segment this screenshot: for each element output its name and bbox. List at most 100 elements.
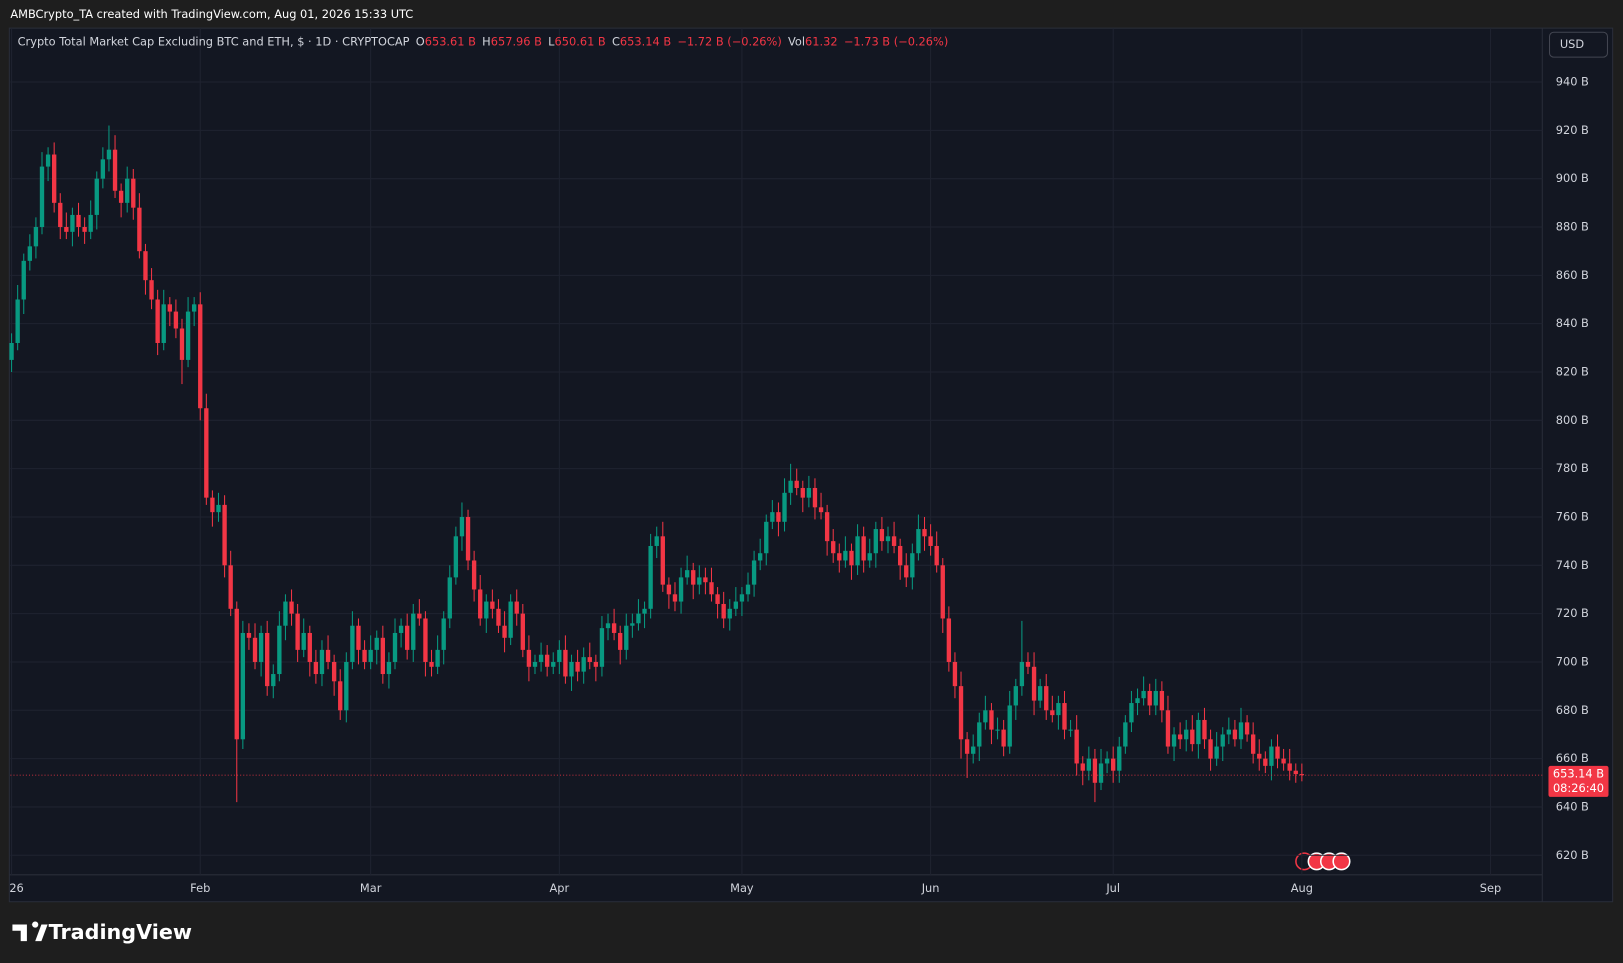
candle-body <box>179 328 185 360</box>
candle-body <box>770 512 775 522</box>
candle-body <box>252 637 258 662</box>
candle-body <box>1250 734 1256 754</box>
candle-body <box>1019 661 1025 687</box>
candle-body <box>411 613 416 650</box>
candle-body <box>678 577 684 602</box>
candle-body <box>648 545 653 609</box>
candle-body <box>1050 710 1055 716</box>
candle-body <box>447 577 452 619</box>
candle-body <box>319 649 325 675</box>
candle-body <box>697 577 702 585</box>
candle-body <box>465 516 471 561</box>
candle-body <box>1159 690 1165 711</box>
candle-body <box>916 529 921 554</box>
candle-body <box>745 584 751 595</box>
candle-body <box>1257 753 1262 759</box>
candle-body <box>295 613 300 650</box>
candle-body <box>934 545 939 566</box>
candle-body <box>131 178 136 208</box>
candle-body <box>849 550 854 566</box>
candle-body <box>15 299 20 343</box>
candle-body <box>374 637 379 650</box>
candle-body <box>532 661 538 667</box>
candle-body <box>758 553 763 561</box>
grid <box>10 28 1543 875</box>
candle-body <box>1275 746 1280 759</box>
countdown-label: 08:26:40 <box>1553 781 1604 795</box>
candle-body <box>344 661 349 711</box>
candle-body <box>605 623 611 629</box>
candle-body <box>733 601 739 609</box>
candle-body <box>891 536 897 546</box>
x-tick-label: May <box>730 881 754 895</box>
x-tick-label: Feb <box>190 881 210 895</box>
candle-body <box>380 637 386 675</box>
y-tick-label: 880 B <box>1556 220 1589 234</box>
candle-body <box>642 608 647 614</box>
candle-body <box>246 632 252 638</box>
candle-body <box>289 601 294 614</box>
candle-body <box>137 207 142 252</box>
candle-body <box>782 492 787 522</box>
candle-body <box>1196 719 1201 745</box>
x-tick-label: 26 <box>9 881 23 895</box>
candle-body <box>478 589 483 619</box>
candle-body <box>624 625 629 650</box>
candle-body <box>1177 734 1183 740</box>
candle-body <box>429 661 434 667</box>
candle-body <box>240 632 246 740</box>
candle-body <box>837 553 842 561</box>
candle-body <box>143 251 148 281</box>
candle-body <box>520 613 525 650</box>
candle-body <box>234 608 239 740</box>
y-tick-label: 720 B <box>1556 606 1589 620</box>
candle-body <box>1037 686 1043 701</box>
candle-body <box>1056 703 1061 716</box>
candle-body <box>112 149 118 191</box>
candle-body <box>818 507 824 513</box>
candle-body <box>1013 686 1018 706</box>
candle-body <box>654 536 659 546</box>
candle-body <box>1293 770 1298 775</box>
legend-value: 61.32 <box>805 34 838 48</box>
candle-body <box>191 304 197 312</box>
candle-body <box>989 710 994 730</box>
candle-body <box>660 536 665 585</box>
candle-body <box>185 311 191 360</box>
candles <box>9 125 1305 803</box>
y-tick-label: 700 B <box>1556 654 1589 668</box>
currency-label[interactable]: USD <box>1560 37 1585 51</box>
x-tick-label: Mar <box>360 881 382 895</box>
legend: Crypto Total Market Cap Excluding BTC an… <box>18 34 949 48</box>
candle-body <box>106 149 112 160</box>
candle-body <box>204 408 209 498</box>
candle-body <box>362 649 367 662</box>
y-tick-label: 840 B <box>1556 316 1589 330</box>
candle-body <box>33 227 39 247</box>
legend-key: Crypto Total Market Cap Excluding BTC an… <box>18 34 410 48</box>
y-tick-label: 800 B <box>1556 413 1589 427</box>
candle-body <box>1098 763 1104 783</box>
candle-body <box>1220 734 1225 747</box>
candle-body <box>1269 746 1274 766</box>
candle-body <box>64 227 69 232</box>
currency-button[interactable] <box>1548 31 1608 58</box>
candle-body <box>806 487 812 498</box>
candle-body <box>325 649 331 662</box>
candle-body <box>9 342 14 360</box>
candle-body <box>1263 758 1268 766</box>
candle-body <box>709 582 714 595</box>
legend-key: Vol <box>788 34 805 48</box>
candle-body <box>1190 729 1195 745</box>
candle-body <box>222 504 227 566</box>
candle-body <box>51 154 57 203</box>
candle-body <box>721 603 726 619</box>
candle-body <box>538 654 544 662</box>
legend-value: −1.73 B (−0.26%) <box>844 34 948 48</box>
candle-body <box>800 487 805 498</box>
y-tick-label: 920 B <box>1556 123 1589 137</box>
candle-body <box>599 628 605 667</box>
candle-body <box>1244 722 1250 735</box>
